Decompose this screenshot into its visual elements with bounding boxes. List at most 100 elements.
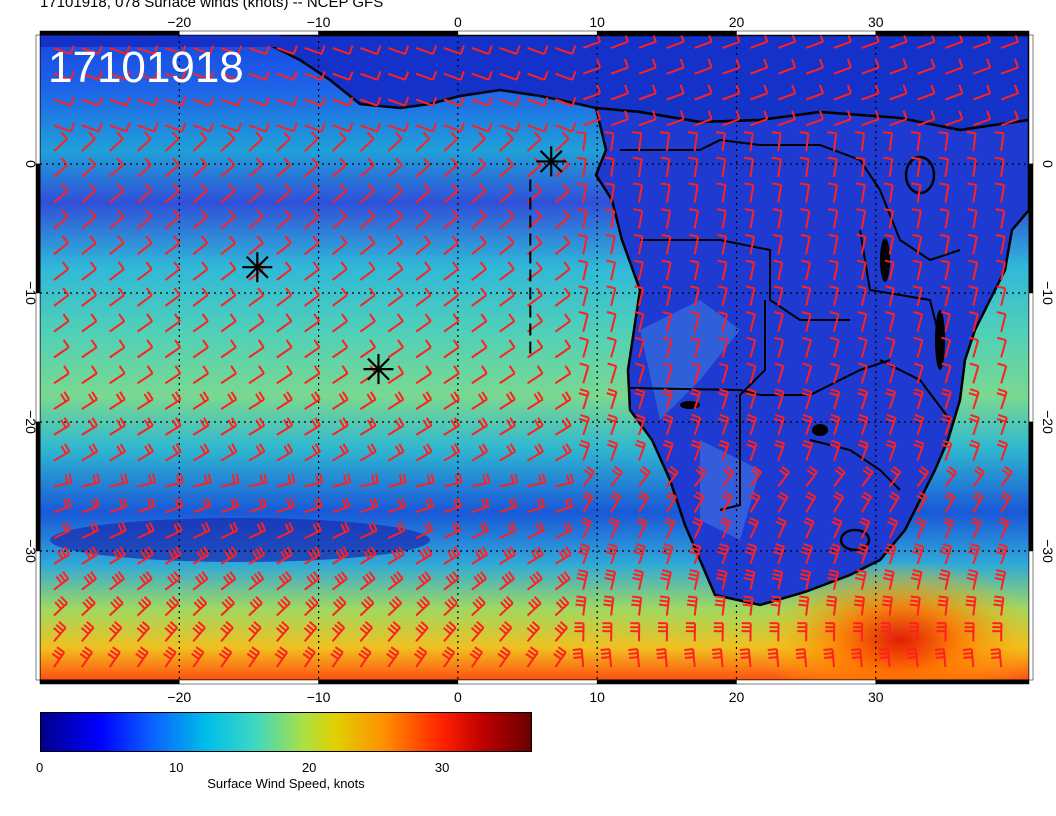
wind-barb	[526, 571, 543, 591]
wind-barb	[109, 473, 129, 488]
wind-barb	[857, 336, 868, 358]
wind-barb	[968, 259, 979, 281]
wind-barb	[658, 595, 671, 616]
wind-barb	[662, 414, 674, 436]
wind-barb	[248, 157, 264, 178]
wind-barb	[248, 497, 267, 514]
wind-barb	[739, 648, 752, 668]
wind-barb	[578, 259, 589, 281]
wind-barb	[304, 417, 321, 436]
wind-barb	[831, 517, 843, 539]
wind-barb	[745, 285, 756, 307]
wind-barb	[220, 546, 238, 565]
wind-barb	[610, 465, 623, 488]
wind-barb	[358, 646, 372, 668]
wind-barb	[192, 261, 209, 281]
wind-barb	[745, 388, 757, 410]
wind-barb	[553, 646, 567, 668]
wind-barb	[220, 96, 243, 107]
wind-barb	[608, 517, 620, 539]
wind-barb	[910, 569, 923, 590]
wind-barb	[913, 311, 924, 332]
lat-tick-label: −10	[23, 281, 39, 305]
wind-barb	[359, 546, 377, 565]
wind-barb	[634, 311, 645, 332]
wind-barb	[248, 183, 264, 204]
wind-barb	[276, 71, 298, 81]
wind-barb	[443, 391, 460, 410]
wind-barb	[889, 110, 908, 127]
wind-barb	[164, 261, 181, 281]
wind-barb	[833, 110, 852, 127]
wind-barb	[136, 183, 152, 204]
wind-barb	[81, 235, 97, 256]
wind-barb	[136, 621, 151, 642]
wind-barb	[443, 621, 457, 642]
wind-barb	[443, 313, 460, 333]
wind-barb	[554, 621, 568, 642]
wind-barb	[889, 58, 908, 75]
wind-barb	[744, 543, 758, 565]
wind-barb	[387, 417, 405, 436]
wind-barb	[108, 183, 125, 204]
wind-barb	[605, 208, 616, 229]
wind-barb	[471, 183, 487, 204]
wind-barb	[275, 621, 290, 642]
wind-barb	[833, 35, 852, 49]
wind-barb	[994, 156, 1005, 178]
wind-barb	[661, 233, 672, 255]
wind-barb	[192, 71, 215, 81]
colorbar-tick: 20	[301, 760, 317, 775]
wind-barb	[606, 311, 617, 332]
frame-segment	[736, 679, 877, 685]
wind-barb	[771, 156, 782, 178]
wind-barb	[966, 569, 979, 590]
wind-barb	[939, 208, 950, 229]
wind-barb	[633, 259, 644, 281]
wind-barb	[359, 157, 375, 178]
frame-segment	[318, 679, 459, 685]
wind-barb	[773, 311, 784, 332]
wind-barb	[604, 156, 615, 178]
wind-barb	[304, 209, 320, 230]
wind-barb	[750, 35, 769, 49]
wind-barb	[415, 157, 431, 178]
lat-tick-label: 0	[23, 160, 39, 168]
frame-segment	[1028, 34, 1034, 165]
wind-barb	[415, 571, 432, 591]
wind-barb	[853, 622, 864, 642]
star-marker	[363, 354, 394, 385]
wind-barb	[276, 546, 294, 565]
wind-barb	[276, 365, 293, 385]
wind-barb	[912, 285, 923, 307]
wind-barb	[109, 71, 131, 81]
wind-barb	[911, 156, 922, 178]
lon-tick-label: 30	[868, 689, 884, 705]
wind-barb	[443, 131, 458, 152]
wind-barb	[662, 439, 674, 462]
wind-barb	[164, 287, 181, 307]
wind-barb	[746, 336, 757, 358]
wind-barb	[304, 183, 320, 204]
wind-barb	[499, 313, 516, 333]
wind-barb	[499, 365, 516, 385]
wind-barb	[387, 621, 401, 642]
wind-barb	[777, 465, 790, 488]
wind-barb	[582, 84, 602, 101]
wind-barb	[165, 473, 184, 488]
wind-barb	[526, 391, 544, 410]
wind-barb	[53, 546, 71, 565]
wind-barb	[499, 571, 515, 591]
wind-barb	[359, 443, 377, 462]
wind-barb	[527, 497, 546, 514]
wind-barb	[527, 417, 544, 436]
wind-barb	[606, 388, 618, 410]
wind-barb	[164, 313, 181, 333]
wind-barb	[610, 58, 629, 75]
wind-barb	[972, 110, 992, 127]
wind-barb	[996, 388, 1008, 410]
wind-barb	[332, 473, 352, 488]
wind-barb	[554, 365, 572, 385]
wind-barb	[387, 313, 404, 333]
wind-barb	[443, 497, 462, 514]
